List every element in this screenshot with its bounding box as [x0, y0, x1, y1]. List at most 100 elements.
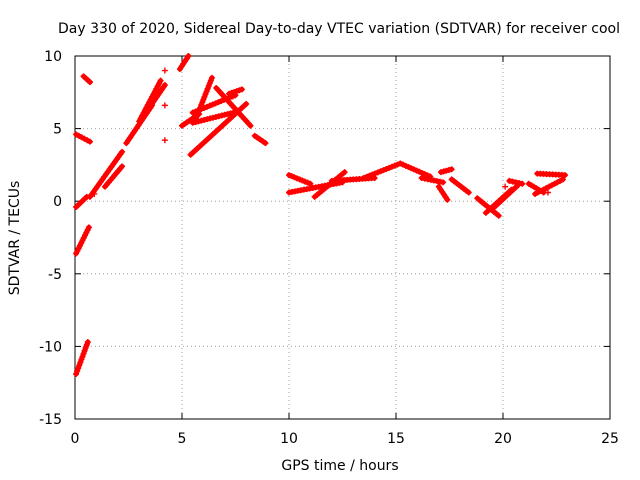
data-point — [201, 116, 208, 123]
y-tick-label: 5 — [53, 122, 62, 138]
chart-title: Day 330 of 2020, Sidereal Day-to-day VTE… — [58, 21, 620, 37]
data-track — [226, 86, 245, 97]
data-point — [76, 362, 83, 369]
data-point — [223, 95, 230, 102]
data-point — [506, 177, 513, 184]
data-point — [79, 353, 86, 360]
data-track — [73, 193, 90, 211]
data-series — [73, 53, 569, 377]
data-point — [199, 99, 206, 106]
y-tick-label: 10 — [44, 49, 62, 65]
data-track — [437, 166, 455, 176]
data-point — [405, 164, 412, 171]
data-point — [212, 113, 219, 120]
data-point — [91, 190, 98, 197]
data-point — [400, 161, 407, 168]
data-point — [204, 116, 211, 123]
data-point — [192, 108, 199, 115]
x-axis-label: GPS time / hours — [281, 458, 398, 474]
data-point — [207, 115, 214, 122]
track-stroke — [102, 163, 125, 190]
data-point — [191, 118, 198, 125]
data-track — [191, 74, 215, 125]
data-point — [341, 169, 348, 176]
data-point — [509, 178, 516, 185]
data-point — [512, 179, 519, 186]
data-point — [205, 82, 212, 89]
data-point — [74, 368, 81, 375]
data-point — [408, 165, 415, 172]
data-point — [75, 365, 82, 372]
data-point — [377, 168, 384, 175]
data-point — [82, 344, 89, 351]
data-point — [119, 148, 126, 155]
data-point — [402, 162, 409, 169]
y-tick-label: -10 — [39, 339, 62, 355]
data-point — [78, 356, 85, 363]
data-point — [157, 77, 164, 84]
data-track — [73, 131, 93, 145]
data-track — [189, 92, 239, 116]
data-point — [397, 160, 404, 167]
data-point — [208, 74, 215, 81]
data-track — [506, 177, 526, 187]
data-point — [198, 117, 205, 124]
data-track — [286, 172, 314, 187]
data-point — [218, 98, 225, 105]
data-point — [221, 111, 228, 118]
track-stroke — [474, 195, 502, 219]
data-point — [416, 168, 423, 175]
track-stroke — [147, 82, 168, 110]
data-track — [418, 174, 447, 186]
x-tick-label: 5 — [178, 431, 187, 447]
data-track — [360, 160, 404, 181]
data-point — [201, 104, 208, 111]
data-point — [383, 166, 390, 173]
data-point — [262, 140, 269, 147]
data-point — [380, 167, 387, 174]
track-stroke — [81, 73, 93, 85]
data-point — [238, 86, 245, 93]
data-track — [435, 183, 451, 203]
data-point — [247, 122, 254, 129]
data-point — [419, 169, 426, 176]
data-point — [203, 103, 210, 110]
data-point — [210, 114, 217, 121]
data-point — [369, 171, 376, 178]
data-point — [215, 99, 222, 106]
data-point — [161, 137, 168, 144]
data-track — [448, 176, 472, 196]
data-point — [204, 85, 211, 92]
data-point — [218, 112, 225, 119]
data-point — [502, 183, 509, 190]
data-point — [200, 96, 207, 103]
data-point — [73, 370, 80, 377]
data-track — [532, 176, 566, 197]
data-point — [562, 172, 569, 179]
data-point — [201, 93, 208, 100]
data-point — [495, 212, 502, 219]
data-point — [80, 350, 87, 357]
x-tick-label: 0 — [71, 431, 80, 447]
data-track — [86, 148, 126, 200]
x-tick-label: 20 — [494, 431, 512, 447]
data-track — [176, 53, 192, 73]
data-point — [440, 179, 447, 186]
data-track — [146, 82, 168, 110]
data-point — [374, 169, 381, 176]
y-tick-label: -5 — [48, 267, 62, 283]
data-point — [86, 79, 93, 86]
data-point — [83, 341, 90, 348]
data-point — [193, 112, 200, 119]
data-point — [203, 88, 210, 95]
data-point — [119, 163, 126, 170]
data-point — [448, 166, 455, 173]
data-point — [85, 224, 92, 231]
x-tick-label: 15 — [387, 431, 405, 447]
data-point — [391, 162, 398, 169]
data-point — [544, 189, 551, 196]
data-point — [360, 174, 367, 181]
data-point — [161, 102, 168, 109]
data-track — [136, 77, 164, 125]
